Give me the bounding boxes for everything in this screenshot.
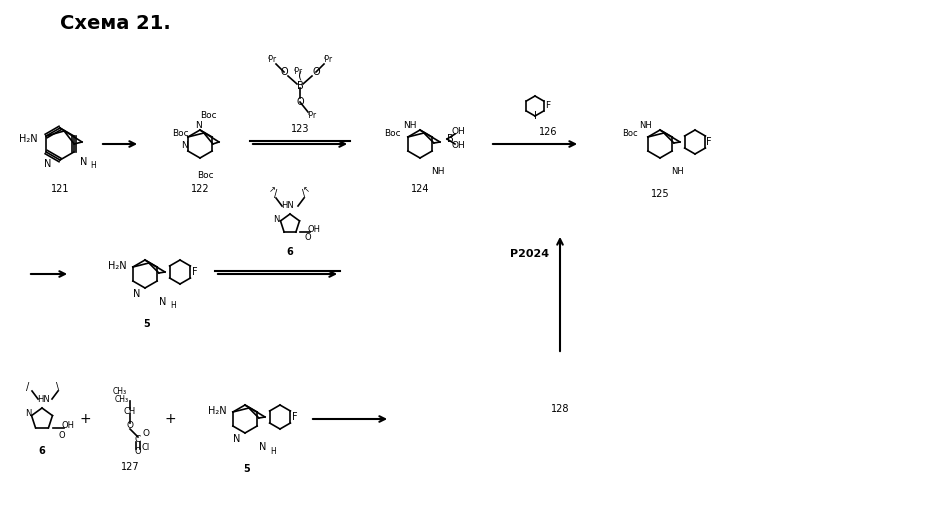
Text: O: O (59, 431, 65, 439)
Text: O: O (126, 421, 133, 431)
Text: O: O (143, 430, 149, 438)
Text: CH₃: CH₃ (113, 387, 127, 395)
Text: Cl: Cl (142, 443, 150, 451)
Text: N: N (233, 434, 241, 444)
Text: OH: OH (308, 225, 321, 233)
Text: ↖: ↖ (302, 186, 310, 194)
Text: H: H (170, 302, 176, 310)
Text: N: N (133, 289, 141, 299)
Text: F: F (706, 137, 712, 147)
Text: 6: 6 (287, 247, 294, 257)
Text: N: N (160, 297, 167, 307)
Text: N: N (181, 141, 189, 151)
Text: OH: OH (451, 141, 464, 151)
Text: +: + (79, 412, 91, 426)
Text: 126: 126 (539, 127, 557, 137)
Text: NH: NH (671, 168, 684, 176)
Text: OH: OH (61, 420, 75, 430)
Text: CH: CH (124, 407, 136, 415)
Text: P2024: P2024 (511, 249, 549, 259)
Text: F: F (546, 101, 550, 111)
Text: B: B (447, 134, 453, 144)
Text: Boc: Boc (383, 130, 400, 138)
Text: H₂N: H₂N (109, 261, 127, 271)
Text: Boc: Boc (622, 130, 638, 138)
Text: ⁱPr: ⁱPr (308, 112, 316, 120)
Text: +: + (164, 412, 176, 426)
Text: N: N (25, 410, 31, 418)
Text: F: F (193, 267, 198, 277)
Text: ↗: ↗ (268, 186, 276, 194)
Text: H: H (270, 447, 276, 455)
Text: Boc: Boc (196, 172, 213, 180)
Text: /: / (275, 189, 278, 199)
Text: Boc: Boc (200, 112, 216, 120)
Text: N: N (194, 121, 201, 131)
Text: N: N (260, 442, 267, 452)
Text: B: B (296, 81, 303, 91)
Text: 122: 122 (191, 184, 210, 194)
Text: 123: 123 (291, 124, 310, 134)
Text: \: \ (57, 382, 59, 392)
Text: Схема 21.: Схема 21. (60, 14, 171, 33)
Text: O: O (305, 233, 312, 243)
Text: O: O (135, 448, 142, 456)
Text: H: H (90, 161, 96, 171)
Text: 121: 121 (51, 184, 69, 194)
Text: /: / (26, 382, 29, 392)
Text: N: N (80, 157, 88, 167)
Text: HN: HN (38, 395, 50, 403)
Text: (: ( (297, 71, 302, 81)
Text: ⁱPr: ⁱPr (267, 56, 277, 64)
Text: C: C (135, 434, 141, 444)
Text: H₂N: H₂N (20, 134, 38, 144)
Text: O: O (312, 67, 320, 77)
Text: 6: 6 (39, 446, 45, 456)
Text: H₂N: H₂N (209, 406, 227, 416)
Text: Boc: Boc (172, 130, 188, 138)
Text: 5: 5 (143, 319, 150, 329)
Text: ⁱPr: ⁱPr (324, 56, 332, 64)
Text: 124: 124 (411, 184, 430, 194)
Text: F: F (293, 412, 297, 422)
Text: NH: NH (640, 121, 652, 131)
Text: O: O (296, 97, 304, 107)
Text: N: N (44, 159, 52, 169)
Text: CH₃: CH₃ (115, 395, 129, 403)
Text: N: N (273, 214, 279, 224)
Text: NH: NH (431, 168, 445, 176)
Text: O: O (280, 67, 288, 77)
Text: NH: NH (403, 121, 416, 131)
Text: HN: HN (281, 201, 295, 211)
Text: OH: OH (451, 127, 464, 137)
Text: 125: 125 (650, 189, 669, 199)
Text: ⁱPr: ⁱPr (294, 67, 303, 77)
Text: 128: 128 (550, 404, 569, 414)
Text: I: I (533, 111, 536, 121)
Text: 5: 5 (244, 464, 250, 474)
Text: 127: 127 (121, 462, 140, 472)
Text: \: \ (302, 189, 306, 199)
